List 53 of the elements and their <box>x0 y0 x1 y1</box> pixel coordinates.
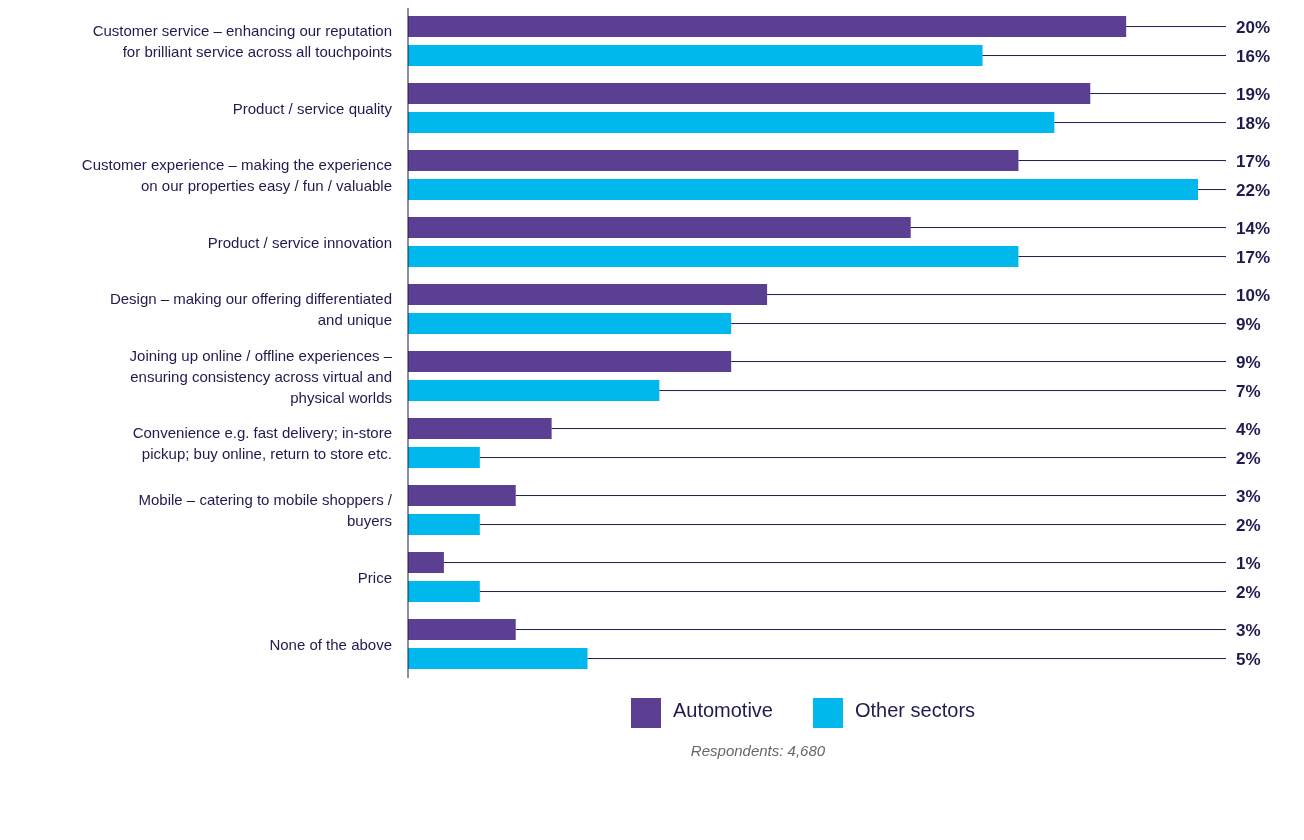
bar <box>408 447 480 469</box>
bar <box>408 619 516 641</box>
bar <box>408 45 983 67</box>
bar <box>408 150 1019 172</box>
data-label: 16% <box>1236 46 1271 66</box>
data-label: 2% <box>1236 515 1261 535</box>
data-label: 19% <box>1236 84 1271 104</box>
data-label: 4% <box>1236 419 1261 439</box>
bar <box>408 16 1127 38</box>
y-tick-label: Customer experience – making the experience on our properties easy / fun / valuable <box>81 156 392 194</box>
bar <box>408 179 1198 201</box>
y-tick-label: Joining up online / offline experiences – ensuring consistency across virtual and physical worlds <box>129 346 393 406</box>
bar <box>408 246 1019 268</box>
data-label: 1% <box>1236 553 1261 573</box>
y-tick-label: Customer service – enhancing our reputation for brilliant service across all touchpoints <box>92 22 392 60</box>
y-tick-label: Design – making our offering differentiated and unique <box>109 290 392 328</box>
y-tick-label: Product / service innovation <box>207 233 392 251</box>
data-label: 20% <box>1236 17 1271 37</box>
text: Respondents: 4,680 <box>689 742 827 759</box>
y-tick-label: Price <box>357 568 392 586</box>
data-label: 3% <box>1236 486 1261 506</box>
bar <box>408 112 1055 134</box>
bar <box>408 552 444 574</box>
data-label: 5% <box>1236 649 1261 669</box>
data-label: 9% <box>1236 352 1261 372</box>
y-tick-label: Convenience e.g. fast delivery; in-store pickup; buy online, return to store etc. <box>132 424 392 462</box>
bar <box>408 485 516 507</box>
data-label: 18% <box>1236 113 1271 133</box>
data-label: 2% <box>1236 448 1261 468</box>
data-label: 10% <box>1236 285 1271 305</box>
data-label: 17% <box>1236 151 1271 171</box>
legend-label: Automotive <box>672 699 773 722</box>
bar <box>408 581 480 603</box>
data-label: 7% <box>1236 381 1261 401</box>
bar <box>408 83 1091 105</box>
data-label: 9% <box>1236 314 1261 334</box>
data-label: 14% <box>1236 218 1271 238</box>
bar <box>408 418 552 440</box>
bar <box>408 351 732 373</box>
bar <box>408 313 732 335</box>
data-label: 17% <box>1236 247 1271 267</box>
data-label: 22% <box>1236 180 1271 200</box>
data-label: 3% <box>1236 620 1261 640</box>
bar <box>408 380 660 402</box>
data-label: 2% <box>1236 582 1261 602</box>
y-tick-label: Product / service quality <box>232 99 393 117</box>
bar <box>408 648 588 670</box>
y-tick-label: None of the above <box>269 635 392 653</box>
bar <box>408 217 911 239</box>
bar <box>408 284 768 306</box>
y-tick-label: Mobile – catering to mobile shoppers / buyers <box>138 491 393 529</box>
bar <box>408 514 480 536</box>
legend-label: Other sectors <box>855 699 976 722</box>
